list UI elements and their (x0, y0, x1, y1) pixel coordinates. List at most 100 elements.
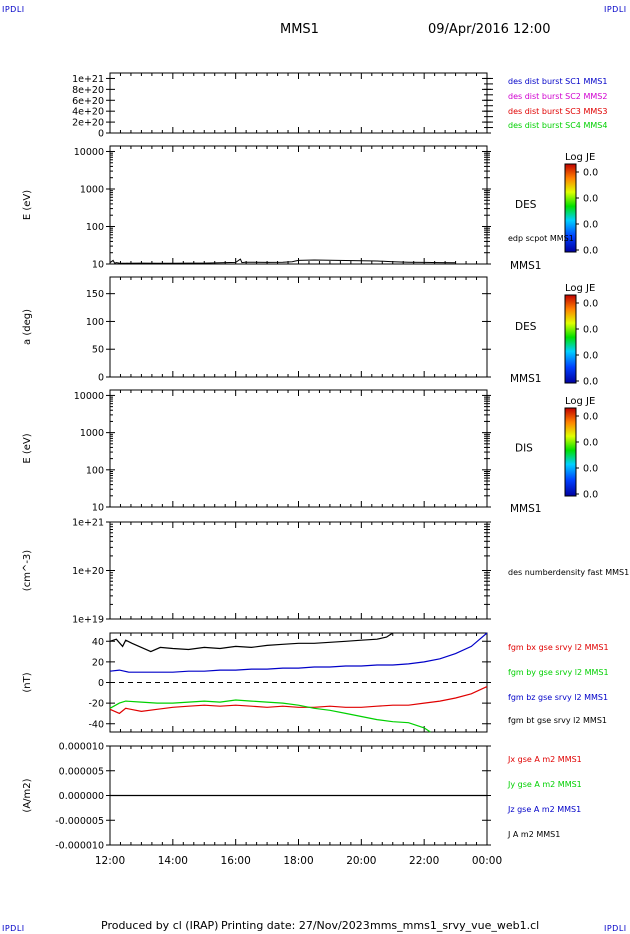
panel4-ytick-label: 1000 (80, 428, 104, 439)
panel4-colorbar-title: Log JE (565, 396, 595, 407)
corner-label-top-right: IPDLI (604, 5, 627, 14)
panel4-right-label: MMS1 (510, 503, 541, 515)
panel2-frame (109, 145, 488, 265)
xaxis-tick-label: 16:00 (221, 855, 251, 867)
xaxis-tick-label: 20:00 (346, 855, 376, 867)
panel6-legend-item: fgm by gse srvy l2 MMS1 (508, 668, 609, 677)
panel6-series-fgm-bz-gse-srvy-l2-MMS1 (109, 632, 488, 673)
xaxis-tick-label: 14:00 (158, 855, 188, 867)
panel2-colorbar-tick-label: 0.0 (583, 220, 598, 231)
panel4-colorbar (564, 407, 577, 497)
panel1-ytick-label: 0 (98, 129, 104, 140)
panel4-ytick-label: 10000 (74, 391, 104, 402)
corner-label-top-left: IPDLI (2, 5, 25, 14)
panel5-ytick-label: 1e+19 (72, 615, 104, 626)
panel6-series-fgm-bt-gse-srvy-l2-MMS1 (109, 632, 394, 653)
panel3-ytick-label: 150 (86, 289, 104, 300)
panel4-ytick-label: 100 (86, 465, 104, 476)
panel6-ytick-label: 40 (92, 637, 104, 648)
panel5-ylabel: (cm^-3) (22, 550, 33, 591)
panel6-ytick-label: 20 (92, 657, 104, 668)
panel1-ytick-label: 2e+20 (72, 118, 104, 129)
panel6-series-fgm-bx-gse-srvy-l2-MMS1 (109, 686, 488, 715)
panel7-ytick-label: 0.000005 (59, 766, 104, 777)
xaxis-tick-label: 00:00 (472, 855, 502, 867)
panel2-colorbar-tick-label: 0.0 (583, 168, 598, 179)
panel7-ytick-label: -0.000005 (55, 816, 104, 827)
panel2-right-label: MMS1 (510, 260, 541, 272)
panel3-ylabel: a (deg) (22, 309, 33, 345)
xaxis-tick-label: 12:00 (95, 855, 125, 867)
panel4-colorbar-tick-label: 0.0 (583, 490, 598, 501)
panel3-ytick-label: 0 (98, 373, 104, 384)
panel7-legend-item: J A m2 MMS1 (507, 830, 560, 839)
panel3-colorbar-title: Log JE (565, 283, 595, 294)
panel3-colorbar-tick-label: 0.0 (583, 299, 598, 310)
panel1-legend-item: des dist burst SC3 MMS3 (508, 107, 607, 116)
panel4-colorbar-tick-label: 0.0 (583, 464, 598, 475)
panel3-colorbar (564, 294, 577, 384)
panel2-ytick-label: 10000 (74, 147, 104, 158)
panel3-colorbar-tick-label: 0.0 (583, 351, 598, 362)
panel6-ytick-label: -40 (88, 719, 104, 730)
corner-label-bottom-left: IPDLI (2, 924, 25, 933)
panel2-ytick-label: 10 (92, 260, 104, 271)
xaxis-tick-label: 22:00 (409, 855, 439, 867)
panel7-legend-item: Jy gse A m2 MMS1 (507, 780, 582, 789)
panel4-colorbar-tick-label: 0.0 (583, 412, 598, 423)
panel7-ytick-label: -0.000010 (55, 841, 104, 852)
panel2-colorbar-title: Log JE (565, 152, 595, 163)
panel6-ylabel: (nT) (22, 672, 33, 692)
panel4-ylabel: E (eV) (22, 433, 33, 463)
panel1-legend-item: des dist burst SC2 MMS2 (508, 92, 607, 101)
panel6-legend-item: fgm bx gse srvy l2 MMS1 (508, 643, 609, 652)
panel6-series-fgm-by-gse-srvy-l2-MMS1 (109, 699, 431, 733)
panel1-legend-item: des dist burst SC4 MMS4 (508, 121, 607, 130)
footer-produced-by: Produced by cl (IRAP) (101, 919, 219, 932)
panel3-colorbar-tick-label: 0.0 (583, 325, 598, 336)
panel6-ytick-label: 0 (98, 678, 104, 689)
panel3-colorbar-tick-label: 0.0 (583, 377, 598, 388)
panel3-ytick-label: 100 (86, 317, 104, 328)
panel1-ytick-label: 4e+20 (72, 107, 104, 118)
panel4-frame (109, 389, 488, 508)
panel2-colorbar-tick-label: 0.0 (583, 194, 598, 205)
panel3-ytick-label: 50 (92, 345, 104, 356)
panel2-ytick-label: 1000 (80, 184, 104, 195)
footer-file: mms_mms1_srvy_vue_web1.cl (370, 919, 540, 932)
panel6-ytick-label: -20 (88, 699, 104, 710)
panel4-instrument-label: DIS (515, 443, 533, 455)
panel1-frame (109, 72, 488, 134)
panel1-ytick-label: 8e+20 (72, 85, 104, 96)
panel3-frame (109, 276, 488, 378)
panel2-instrument-label: DES (515, 199, 537, 211)
header-datetime: 09/Apr/2016 12:00 (428, 22, 551, 37)
panel6-legend-item: fgm bz gse srvy l2 MMS1 (508, 693, 608, 702)
panel2-colorbar-tick-label: 0.0 (583, 246, 598, 257)
xaxis-tick-label: 18:00 (283, 855, 313, 867)
panel7-legend-item: Jz gse A m2 MMS1 (507, 805, 581, 814)
panel2-overlay-label: edp scpot MMS1 (508, 234, 574, 243)
panel2-colorbar (564, 163, 577, 253)
footer-printing-date: Printing date: 27/Nov/2023 (221, 919, 370, 932)
panel5-legend-item: des numberdensity fast MMS1 (508, 568, 629, 577)
header-spacecraft: MMS1 (280, 22, 319, 37)
panel6-legend-item: fgm bt gse srvy l2 MMS1 (508, 716, 607, 725)
panel1-legend-item: des dist burst SC1 MMS1 (508, 77, 607, 86)
corner-label-bottom-right: IPDLI (604, 924, 627, 933)
panel4-ytick-label: 10 (92, 503, 104, 514)
panel1-ytick-label: 6e+20 (72, 96, 104, 107)
panel3-instrument-label: DES (515, 321, 537, 333)
panel7-ytick-label: 0.000010 (59, 742, 104, 753)
panel5-ytick-label: 1e+20 (72, 566, 104, 577)
panel7-ytick-label: 0.000000 (59, 791, 104, 802)
panel2-ytick-label: 100 (86, 222, 104, 233)
panel7-ylabel: (A/m2) (22, 778, 33, 812)
panel5-ytick-label: 1e+21 (72, 518, 104, 529)
panel7-legend-item: Jx gse A m2 MMS1 (507, 755, 582, 764)
panel2-ylabel: E (eV) (22, 190, 33, 220)
panel5-frame (109, 521, 488, 620)
panel4-colorbar-tick-label: 0.0 (583, 438, 598, 449)
panel1-ytick-label: 1e+21 (72, 74, 104, 85)
